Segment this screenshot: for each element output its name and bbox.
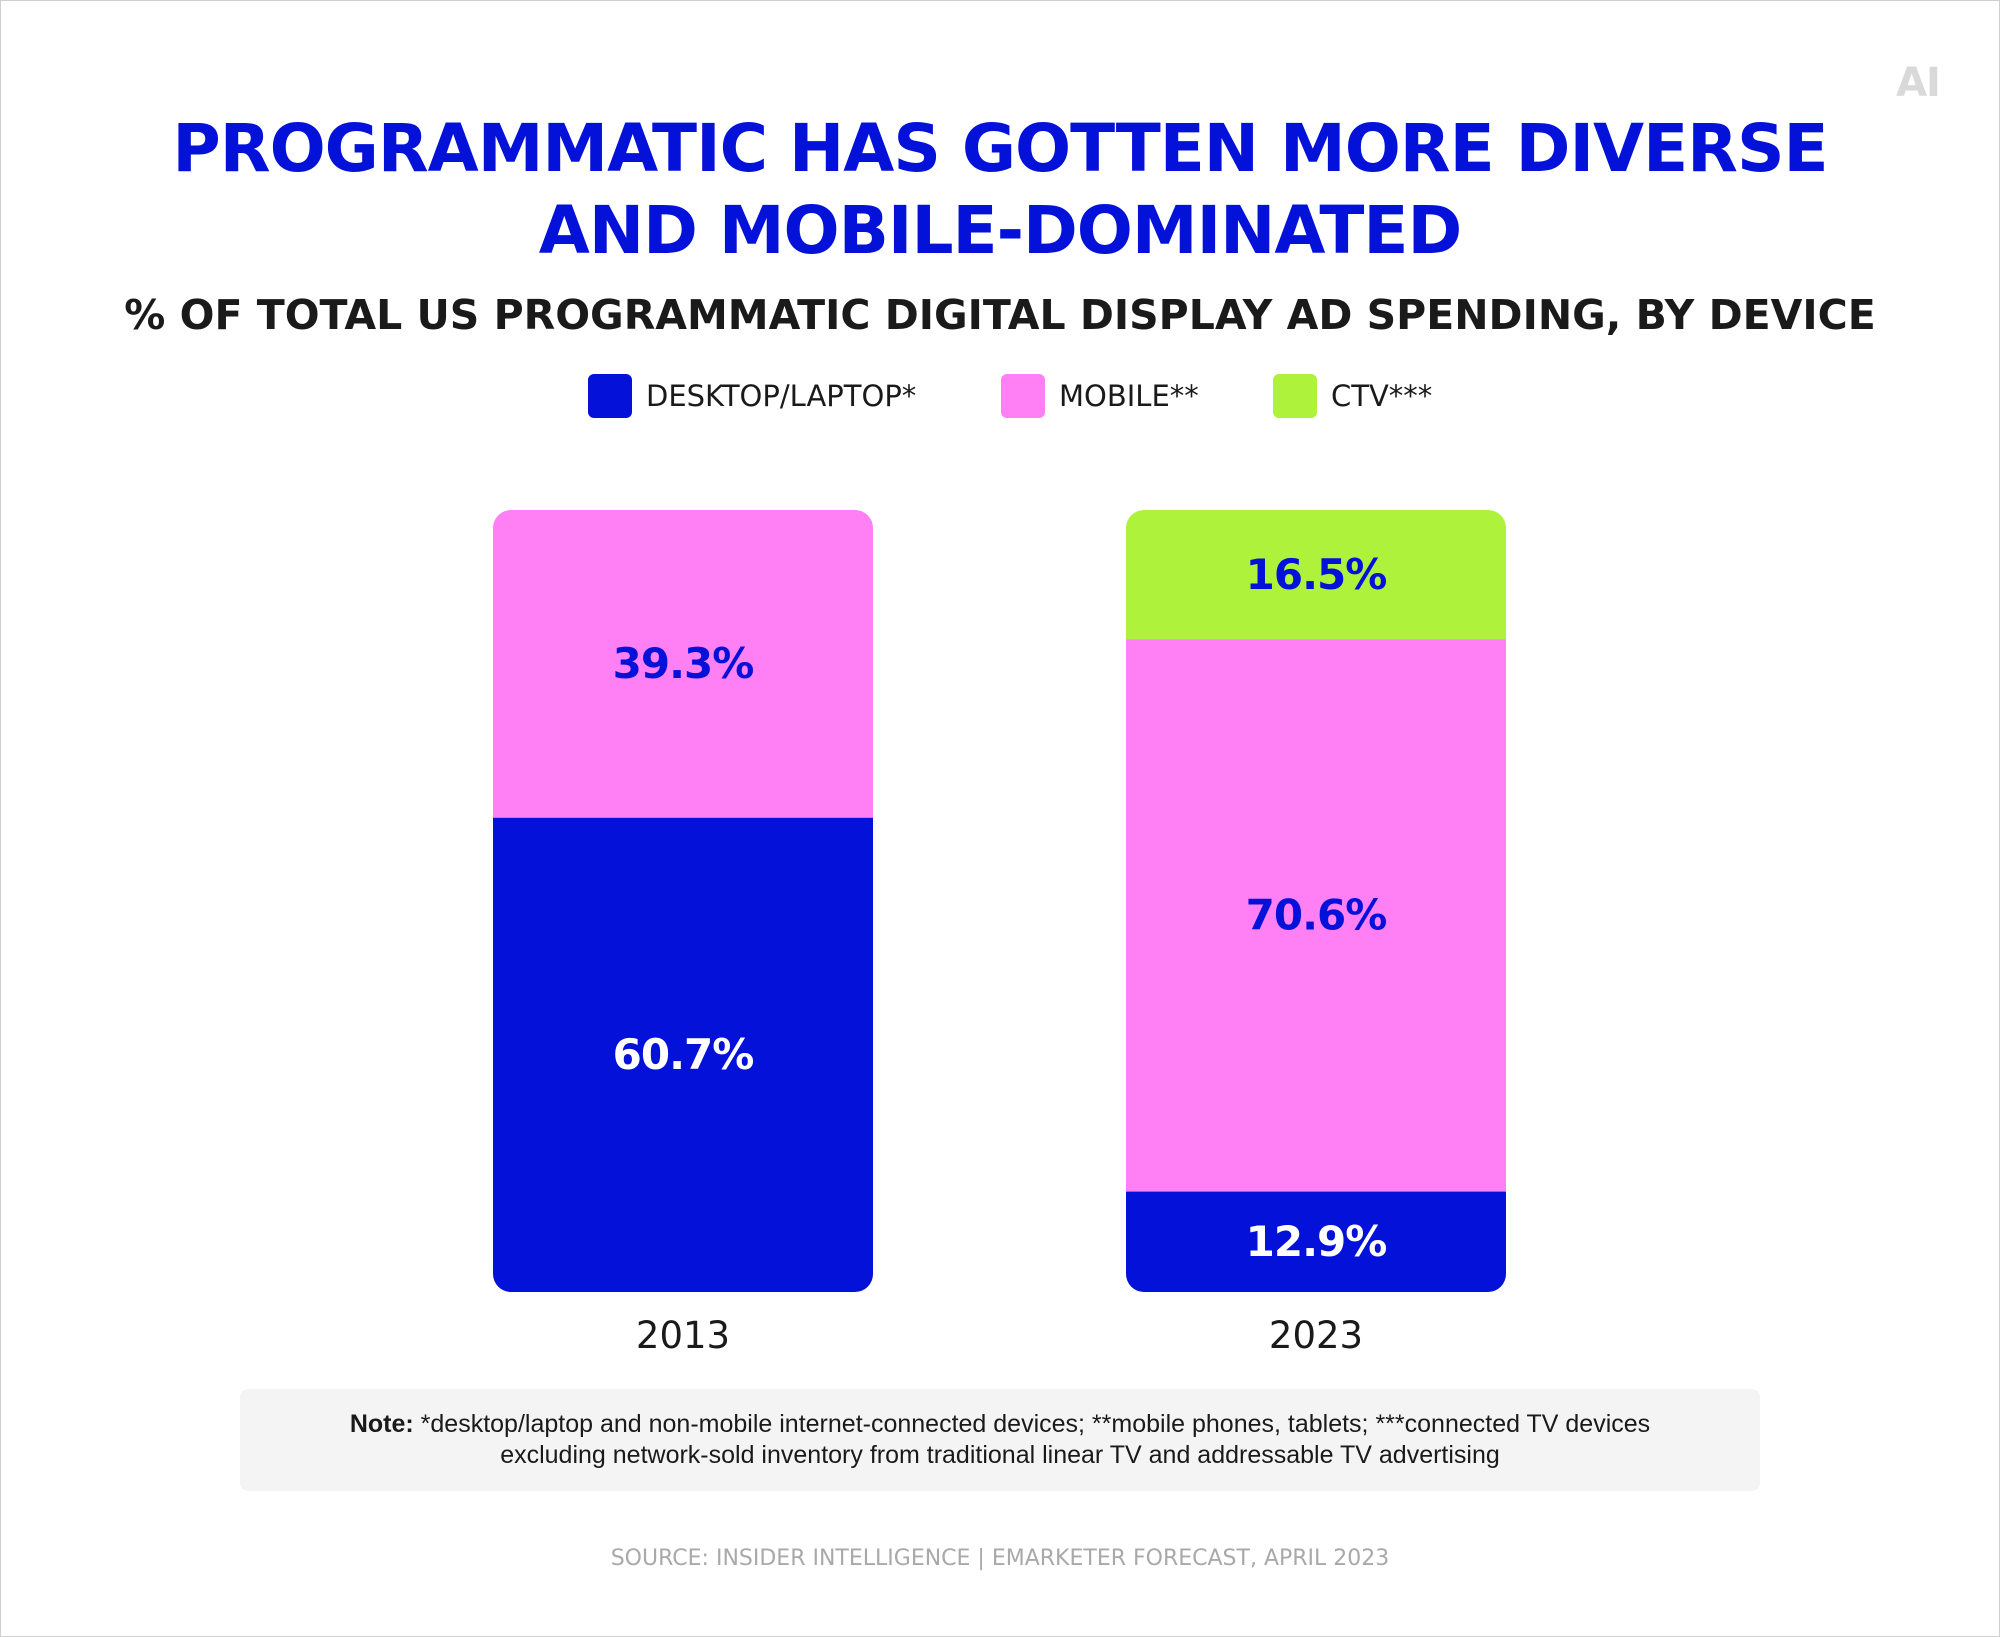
bar-segment-ctv-2023: [1126, 510, 1506, 640]
data-label-desktop-laptop-2013: 60.7%: [613, 1030, 754, 1079]
source-credit: SOURCE: INSIDER INTELLIGENCE | EMARKETER…: [610, 1546, 1390, 1571]
legend-item-mobile: MOBILE**: [1001, 372, 1199, 420]
legend-item-desktop: DESKTOP/LAPTOP*: [588, 372, 916, 420]
chart-subtitle: % OF TOTAL US PROGRAMMATIC DIGITAL DISPL…: [124, 291, 1876, 339]
footnote-line-1: Note: *desktop/laptop and non-mobile int…: [350, 1409, 1650, 1440]
footnote-text-2: excluding network-sold inventory from tr…: [500, 1441, 1500, 1469]
bar-segment-desktop-laptop-2023: [1126, 1191, 1506, 1292]
data-label-desktop-laptop-2023: 12.9%: [1246, 1217, 1387, 1266]
stacked-bar-chart: 60.7% 39.3% 2013 12.9% 70.6% 16.5% 2023: [493, 510, 1506, 1357]
footnote-box: Note: *desktop/laptop and non-mobile int…: [240, 1389, 1760, 1491]
data-label-mobile-2013: 39.3%: [613, 639, 754, 688]
legend-label-desktop: DESKTOP/LAPTOP*: [646, 379, 917, 413]
data-label-ctv-2023: 16.5%: [1246, 550, 1387, 599]
legend-label-ctv: CTV***: [1331, 379, 1433, 413]
bar-segment-mobile-2023: [1126, 639, 1506, 1192]
data-label-mobile-2023: 70.6%: [1246, 891, 1387, 940]
bar-group-2013: 60.7% 39.3% 2013: [493, 510, 873, 1357]
bar-group-2023: 12.9% 70.6% 16.5% 2023: [1126, 510, 1506, 1357]
legend: DESKTOP/LAPTOP* MOBILE** CTV***: [0, 372, 2000, 420]
legend-swatch-mobile: [1001, 374, 1045, 418]
bar-segment-desktop-laptop-2013: [493, 817, 873, 1292]
legend-label-mobile: MOBILE**: [1059, 379, 1199, 413]
legend-swatch-desktop: [588, 374, 632, 418]
bar-2013: [493, 510, 873, 1292]
legend-item-ctv: CTV***: [1273, 372, 1432, 420]
legend-swatch-ctv: [1273, 374, 1317, 418]
chart-title-line-2: AND MOBILE-DOMINATED: [538, 192, 1462, 269]
footnote-text-1: *desktop/laptop and non-mobile internet-…: [420, 1410, 1651, 1438]
chart-title: PROGRAMMATIC HAS GOTTEN MORE DIVERSE AND…: [0, 108, 2000, 272]
bar-segment-mobile-2013: [493, 510, 873, 818]
bar-2023: [1126, 510, 1506, 1292]
chart-title-line-1: PROGRAMMATIC HAS GOTTEN MORE DIVERSE: [172, 110, 1828, 187]
x-tick-label-2013: 2013: [636, 1314, 730, 1357]
x-tick-label-2023: 2023: [1269, 1314, 1363, 1357]
brand-logo: AI: [1896, 60, 1941, 106]
footnote-label: Note:: [349, 1410, 414, 1438]
